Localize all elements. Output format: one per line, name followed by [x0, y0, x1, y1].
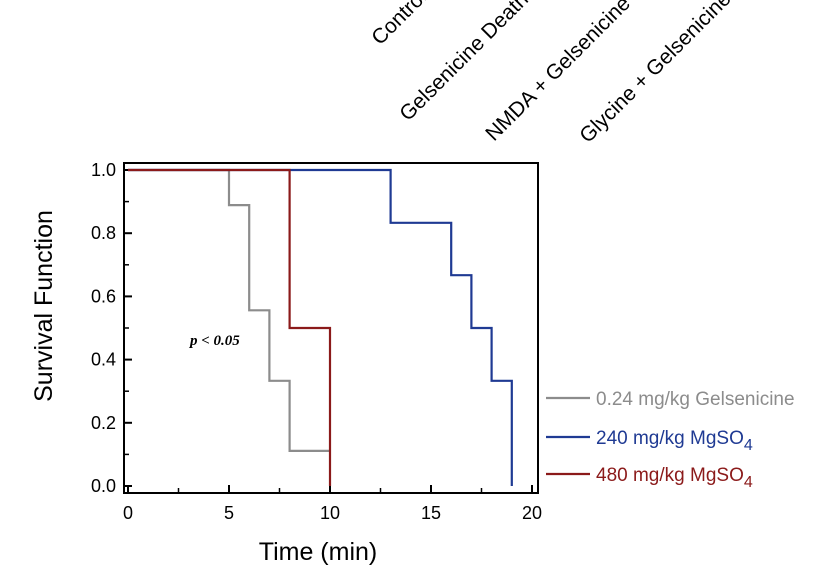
- x-axis-title: Time (min): [259, 538, 378, 566]
- y-tick-label: 1.0: [91, 160, 116, 180]
- x-tick-label: 10: [320, 503, 340, 523]
- series-line-0: [128, 168, 330, 452]
- series-line-1: [128, 168, 513, 486]
- y-axis-title: Survival Function: [30, 210, 58, 402]
- legend-label-1: 240 mg/kg MgSO4: [596, 428, 753, 454]
- x-tick-label: 20: [522, 503, 542, 523]
- y-axis: 0.0 0.2 0.4 0.6 0.8 1.0: [91, 160, 132, 496]
- p-value-annotation: p < 0.05: [188, 333, 240, 349]
- y-tick-label: 0.6: [91, 286, 116, 306]
- y-tick-label: 0.2: [91, 413, 116, 433]
- legend-label-2: 480 mg/kg MgSO4: [596, 465, 753, 491]
- header-labels: Control Gelsenicine Death NMDA + Gelseni…: [367, 0, 735, 148]
- x-tick-label: 5: [224, 503, 234, 523]
- x-tick-label: 15: [421, 503, 441, 523]
- y-tick-label: 0.8: [91, 223, 116, 243]
- series-lines: [128, 168, 513, 486]
- series-line-2: [128, 168, 332, 486]
- x-tick-label: 0: [123, 503, 133, 523]
- x-axis: 0 5 10 15 20: [123, 485, 542, 523]
- legend-label-0: 0.24 mg/kg Gelsenicine: [596, 389, 795, 410]
- legend: 0.24 mg/kg Gelsenicine 240 mg/kg MgSO4 480…: [546, 389, 795, 491]
- y-tick-label: 0.0: [91, 476, 116, 496]
- y-tick-label: 0.4: [91, 350, 116, 370]
- header-label-control: Control: [367, 0, 431, 50]
